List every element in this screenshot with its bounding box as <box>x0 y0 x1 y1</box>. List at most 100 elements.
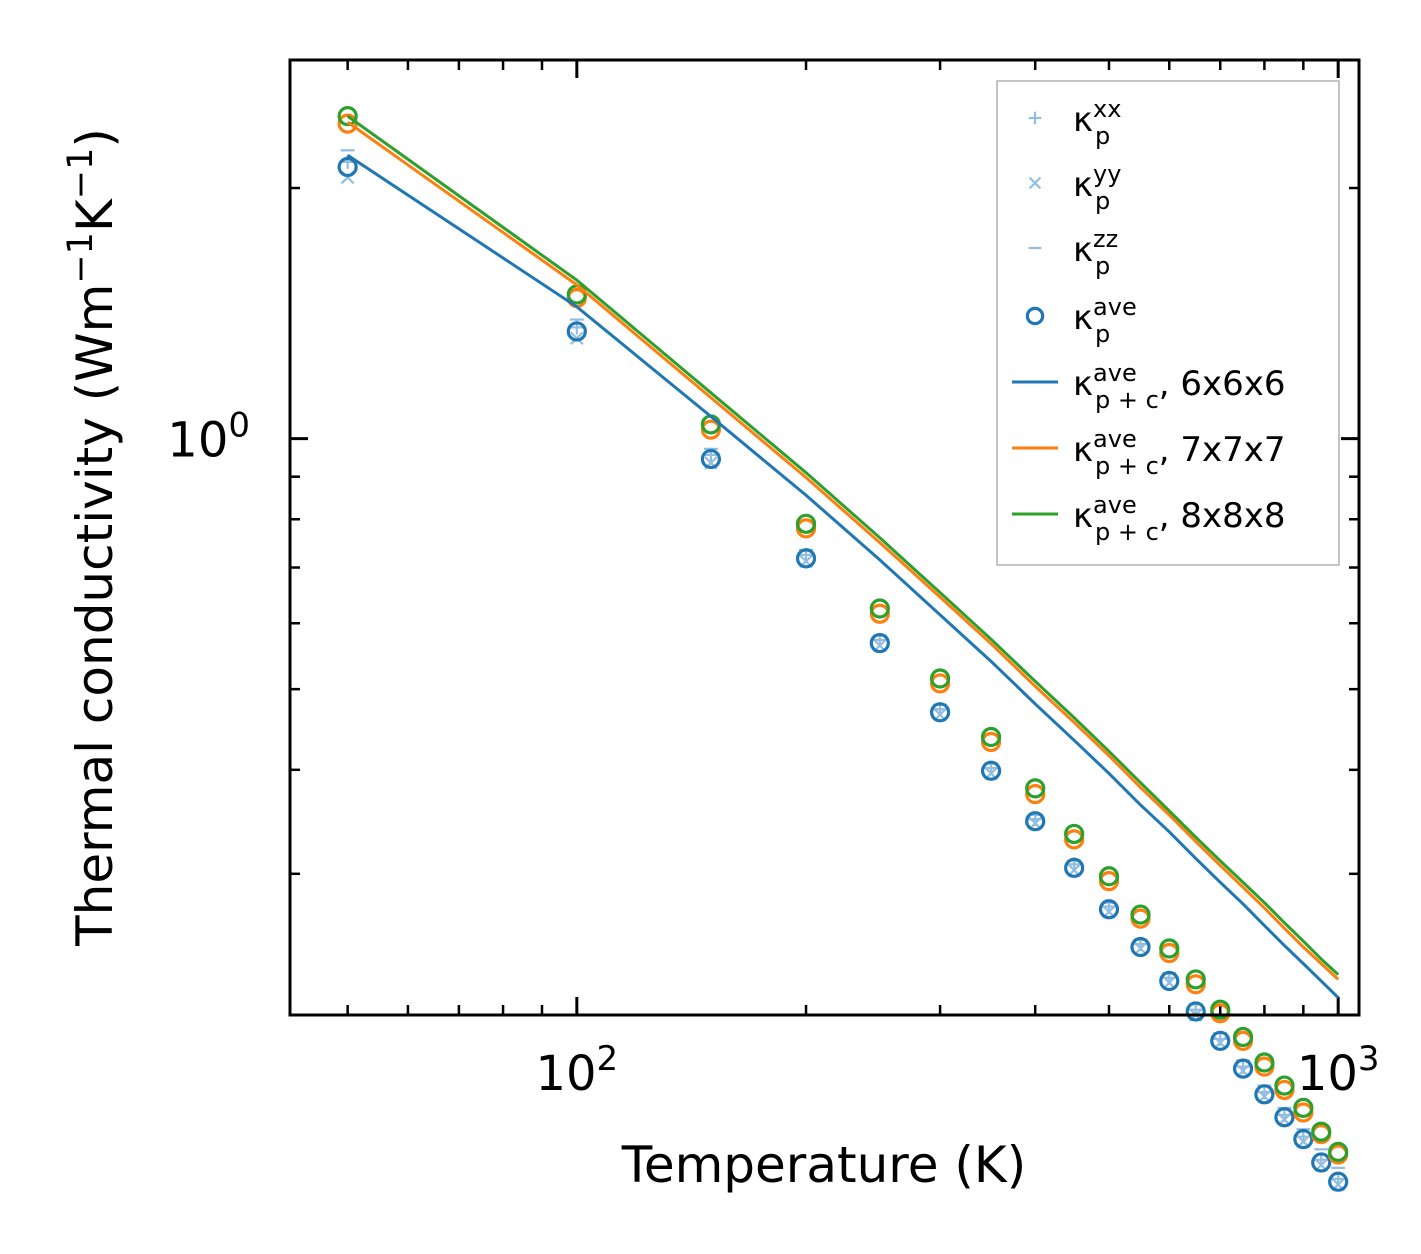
point-circle-5 <box>1130 904 1151 925</box>
legend-box <box>996 80 1340 566</box>
legend-label-symbol: κ <box>1073 430 1093 470</box>
point-circle-3 <box>929 702 951 723</box>
legend-label-sup: ave <box>1093 293 1137 321</box>
point-circle-3 <box>566 321 587 342</box>
y-tick-label: 100 <box>167 406 250 469</box>
x-tick-label-base: 10 <box>535 1046 596 1102</box>
legend-label: κxx p <box>1073 95 1121 150</box>
point-circle-3 <box>337 156 358 178</box>
legend-label-symbol: κ <box>1073 100 1093 140</box>
point-circle-5 <box>1098 866 1120 887</box>
point-circle-3 <box>1254 1084 1275 1105</box>
series-line-6 <box>346 153 1340 999</box>
point-circle-5 <box>1210 999 1231 1020</box>
legend-label-symbol: κ <box>1073 165 1093 205</box>
y-axis-label-mid: K <box>66 198 124 232</box>
legend-label-sub: p + c <box>1095 386 1159 414</box>
ticks-layer <box>290 60 1359 1015</box>
legend-label-rest: , 8x8x8 <box>1159 496 1286 536</box>
point-circle-5 <box>1328 1141 1349 1163</box>
legend-label-sup: ave <box>1093 425 1137 453</box>
point-circle-3 <box>1210 1030 1231 1051</box>
point-circle-5 <box>1254 1052 1275 1073</box>
legend-label: κyy p <box>1073 160 1121 215</box>
point-x-1 <box>570 331 584 346</box>
point-circle-3 <box>1274 1107 1295 1128</box>
legend-label-sup: xx <box>1093 95 1121 123</box>
point-circle-5 <box>1232 1026 1254 1048</box>
point-circle-5 <box>795 513 817 534</box>
point-x-1-b <box>1133 941 1148 956</box>
point-circle-3 <box>1232 1058 1254 1079</box>
x-tick-label: 102 <box>535 1039 618 1102</box>
point-circle-4 <box>1025 784 1046 805</box>
y-axis-label-close: ) <box>66 128 124 148</box>
legend-label-sup: zz <box>1093 225 1118 253</box>
point-circle-3 <box>1159 970 1180 992</box>
legend-label-sub: p + c <box>1095 518 1159 546</box>
y-tick-label-exp: 0 <box>228 406 250 446</box>
legend-label-sub: p <box>1095 320 1110 348</box>
point-circle-3 <box>1025 811 1046 832</box>
legend-label: κave p + c, 8x8x8 <box>1073 491 1286 546</box>
point-circle-5 <box>1293 1097 1314 1118</box>
point-x-1-b <box>570 331 584 346</box>
legend-label: κave p <box>1073 293 1137 348</box>
point-circle-5 <box>1064 823 1085 845</box>
series-layer <box>337 106 1349 1192</box>
y-axis-label: Thermal conductivity (Wm−1K−1) <box>61 128 124 947</box>
y-tick-label-base: 10 <box>167 413 228 469</box>
point-x-1 <box>1133 941 1148 956</box>
point-circle-3 <box>1293 1129 1314 1150</box>
legend-label-rest: , 7x7x7 <box>1159 430 1286 470</box>
legend-label: κave p + c, 6x6x6 <box>1073 359 1286 414</box>
legend-label-sub: p + c <box>1095 452 1159 480</box>
point-circle-5 <box>1311 1121 1332 1142</box>
point-circle-5 <box>1159 938 1180 959</box>
legend-label-rest: , 6x6x6 <box>1159 364 1286 404</box>
point-circle-3 <box>980 760 1002 781</box>
legend-marker-x <box>1028 176 1042 190</box>
point-circle-3 <box>700 448 722 470</box>
legend-label-sup: ave <box>1093 359 1137 387</box>
x-tick-label-base: 10 <box>1297 1046 1358 1102</box>
point-circle-5 <box>1025 778 1046 799</box>
series-line-7 <box>346 120 1340 981</box>
point-circle-3 <box>1311 1152 1332 1173</box>
legend-label-sub: p <box>1095 252 1110 280</box>
point-x-1 <box>1162 975 1177 990</box>
legend-label-symbol: κ <box>1073 364 1093 404</box>
point-circle-3 <box>1185 1001 1206 1022</box>
x-axis-label: Temperature (K) <box>621 1136 1026 1194</box>
legend-label-sup: ave <box>1093 491 1137 519</box>
point-circle-3 <box>795 548 817 569</box>
point-circle-3 <box>1328 1171 1349 1192</box>
legend-label-symbol: κ <box>1073 230 1093 270</box>
legend-marker-plus <box>1028 111 1042 125</box>
x-tick-label-exp: 2 <box>597 1039 619 1079</box>
y-axis-label-base: Thermal conductivity (Wm <box>66 284 124 947</box>
x-tick-label: 103 <box>1297 1039 1380 1102</box>
x-tick-label-exp: 3 <box>1358 1039 1380 1079</box>
point-circle-5 <box>980 726 1002 748</box>
point-circle-3 <box>1130 936 1151 958</box>
point-circle-3 <box>1098 899 1120 920</box>
point-circle-3 <box>1064 857 1085 878</box>
point-circle-5 <box>1185 969 1206 990</box>
y-axis-label-exp1: −1 <box>61 232 101 284</box>
legend-marker-circle <box>1025 306 1045 326</box>
legend-label-sub: p <box>1095 187 1110 215</box>
plot-frame <box>288 58 1361 1017</box>
point-circle-5 <box>929 668 951 689</box>
legend-label-symbol: κ <box>1073 298 1093 338</box>
legend-label: κzz p <box>1073 225 1118 280</box>
legend-label-symbol: κ <box>1073 496 1093 536</box>
legend-marker-x-b <box>1028 176 1042 190</box>
legend-label-sup: yy <box>1093 160 1121 188</box>
point-x-1-b <box>1162 975 1177 990</box>
point-circle-5 <box>1274 1075 1295 1096</box>
legend-label-sub: p <box>1095 122 1110 150</box>
